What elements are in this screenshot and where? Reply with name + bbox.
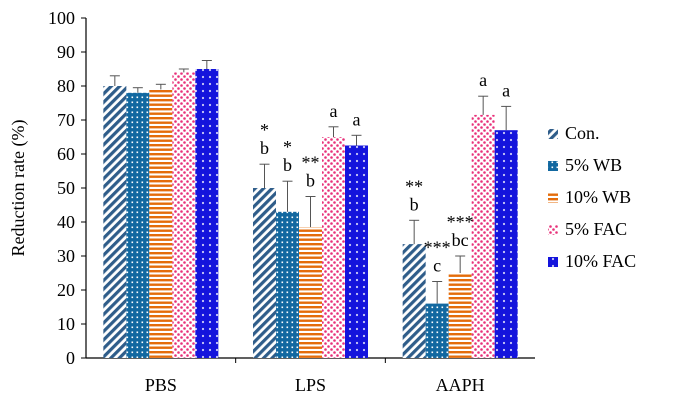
y-axis-title: Reduction rate (%)	[8, 120, 29, 257]
legend-swatch	[548, 129, 558, 139]
y-tick-label: 100	[48, 8, 75, 28]
y-tick-label: 0	[66, 348, 75, 368]
legend-entry: Con.	[565, 123, 600, 143]
legend-entry: 10% FAC	[565, 251, 636, 271]
letter-label: c	[433, 256, 441, 276]
y-tick-label: 50	[57, 178, 75, 198]
bar-aaph-con-	[402, 244, 426, 358]
legend-swatch	[548, 225, 558, 235]
letter-label: bc	[452, 230, 469, 250]
y-tick-label: 30	[57, 246, 75, 266]
star-label: ***	[447, 212, 474, 232]
legend-swatch	[548, 257, 558, 267]
bar-lps-con-	[253, 188, 276, 358]
y-tick-label: 40	[57, 212, 75, 232]
y-tick-label: 90	[57, 42, 75, 62]
bar-aaph-5-fac	[471, 114, 495, 359]
axes: 0 10 20 30 40 50 60 70 80 90 100 Reduction rate (%)…	[8, 8, 535, 395]
x-tick-label-pbs: PBS	[145, 375, 177, 395]
letter-label: b	[306, 171, 315, 191]
bar-pbs-10-fac	[195, 69, 219, 358]
bar-pbs-5-wb	[126, 92, 150, 359]
star-label: *	[283, 137, 292, 157]
legend-swatch	[548, 193, 558, 203]
star-label: *	[260, 120, 269, 140]
y-tick-label: 10	[57, 314, 75, 334]
y-tick-label: 60	[57, 144, 75, 164]
letter-label: a	[330, 101, 338, 121]
bar-pbs-5-fac	[172, 72, 196, 359]
letter-label: b	[283, 155, 292, 175]
bar-pbs-con-	[103, 86, 127, 358]
bar-aaph-10-fac	[494, 130, 518, 358]
letter-label: a	[502, 80, 510, 100]
bar-lps-5-wb	[276, 211, 299, 358]
bar-lps-10-wb	[299, 227, 322, 358]
y-tick-label: 20	[57, 280, 75, 300]
legend: Con. 5% WB 10% WB 5% FAC 10% FAC	[548, 123, 636, 271]
bar-aaph-10-wb	[448, 273, 472, 358]
legend-swatch	[548, 161, 558, 171]
y-tick-label: 80	[57, 76, 75, 96]
bar-lps-10-fac	[345, 145, 368, 358]
star-label: **	[302, 153, 320, 173]
bar-lps-5-fac	[322, 137, 345, 358]
x-tick-label-lps: LPS	[295, 375, 326, 395]
bar-pbs-10-wb	[149, 89, 173, 359]
star-label: ***	[424, 238, 451, 258]
y-tick-label: 70	[57, 110, 75, 130]
legend-entry: 5% WB	[565, 155, 622, 175]
legend-entry: 5% FAC	[565, 219, 627, 239]
star-label: **	[405, 176, 423, 196]
letter-label: b	[410, 194, 419, 214]
significance-labels: b*b*b**a ab**c*** bc***aa	[260, 70, 510, 275]
letter-label: a	[353, 109, 361, 129]
legend-entry: 10% WB	[565, 187, 631, 207]
bar-aaph-5-wb	[425, 303, 449, 358]
x-tick-label-aaph: AAPH	[436, 375, 485, 395]
bars	[103, 60, 518, 359]
letter-label: b	[260, 138, 269, 158]
letter-label: a	[479, 70, 487, 90]
